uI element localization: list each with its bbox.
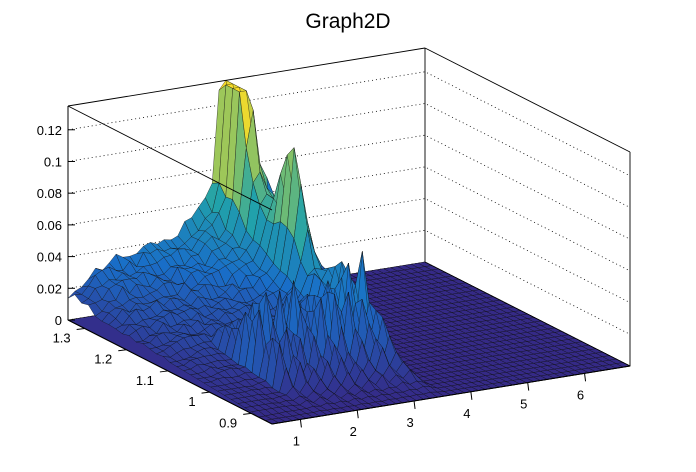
z-gridline (67, 103, 631, 208)
x-tick-mark (299, 419, 302, 428)
x-tick-label: 4 (463, 406, 470, 421)
frame-edge (67, 105, 273, 211)
y-tick-mark (76, 327, 85, 330)
z-gridline (67, 134, 631, 240)
y-tick-label: 1.2 (94, 352, 112, 367)
y-tick-mark (118, 349, 127, 352)
x-tick-mark (356, 410, 359, 419)
frame-edge (67, 47, 426, 107)
frame-edge (424, 261, 631, 367)
x-tick-label: 3 (406, 415, 413, 430)
y-tick-label: 1 (188, 394, 195, 409)
surface-mesh (67, 79, 631, 425)
z-tick-label: 0.02 (37, 281, 62, 296)
x-axis: 1 2 3 4 5 6 (271, 365, 631, 448)
z-tick-label: 0 (55, 313, 62, 328)
y-axis-line (67, 319, 273, 425)
z-tick-label: 0.08 (37, 186, 62, 201)
z-axis: 0 0.02 0.04 0.06 0.08 0.1 0.12 (37, 106, 75, 328)
y-axis: 0.9 1 1.1 1.2 1.3 (53, 319, 273, 430)
x-tick-label: 5 (520, 397, 527, 412)
x-tick-label: 6 (577, 387, 584, 402)
y-tick-label: 1.3 (53, 330, 71, 345)
x-tick-label: 2 (350, 424, 357, 439)
x-tick-mark (413, 400, 416, 410)
y-tick-label: 1.1 (136, 373, 154, 388)
x-tick-mark (470, 391, 473, 400)
x-tick-label: 1 (293, 433, 300, 448)
z-gridline (67, 71, 631, 177)
z-tick-label: 0.1 (44, 154, 62, 169)
z-gridline (67, 166, 631, 272)
y-tick-mark (201, 391, 210, 394)
z-tick-label: 0.04 (37, 250, 62, 265)
y-tick-mark (159, 370, 168, 373)
y-tick-label: 0.9 (219, 415, 237, 430)
y-tick-mark (243, 412, 252, 415)
z-tick-label: 0.06 (37, 218, 62, 233)
x-axis-line (271, 365, 631, 425)
frame-edge (424, 47, 631, 153)
chart-title: Graph2D (305, 10, 390, 33)
x-tick-mark (584, 373, 587, 382)
x-tick-mark (527, 382, 530, 391)
z-tick-label: 0.12 (37, 123, 62, 138)
